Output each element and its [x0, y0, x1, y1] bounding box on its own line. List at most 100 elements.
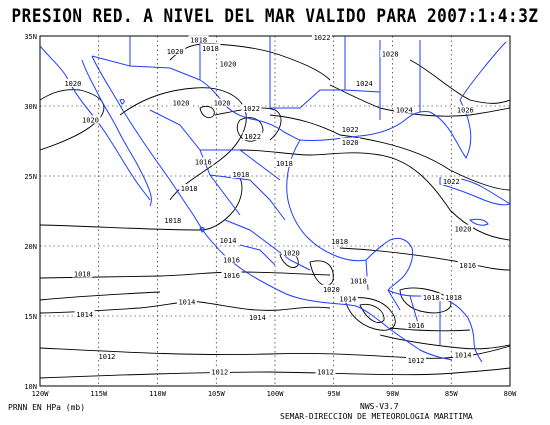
isobar-1024: [329, 84, 510, 117]
units-label: PRNN EN HPa (mb): [8, 403, 86, 412]
isobar-label: 1018: [232, 171, 249, 179]
isobar-label-bg: [406, 321, 426, 330]
isobar-label: 1014: [220, 237, 237, 245]
isobar-label-bg: [212, 98, 233, 107]
isobar-1016-east: [389, 327, 471, 332]
lon-tick-label: 105W: [208, 390, 226, 398]
isobar-label: 1016: [223, 272, 240, 280]
lon-tick-label: 90W: [386, 390, 399, 398]
isobar-1018: [40, 291, 161, 301]
ca-borders-1: [365, 259, 369, 291]
isobar-small-2: [236, 117, 264, 142]
isobar-label-bg: [281, 248, 302, 257]
lon-tick-label: 100W: [267, 390, 285, 398]
isobar-label: 1012: [408, 357, 425, 365]
lat-tick-label: 25N: [24, 173, 37, 181]
sonora-coast: [91, 55, 215, 245]
isobar-label: 1018: [164, 217, 181, 225]
isobar-label-bg: [406, 356, 426, 365]
pacific-islands: [119, 99, 125, 105]
isobar-label: 1022: [342, 126, 359, 134]
isobar-1014-east: [379, 334, 510, 350]
isobar-label-bg: [453, 350, 473, 359]
central-america-caribbean: [387, 289, 483, 363]
isobar-label-bg: [340, 137, 361, 146]
isobar-label-bg: [62, 79, 83, 87]
version-label: NWS-V3.7: [360, 402, 399, 411]
lat-tick-label: 20N: [24, 243, 37, 251]
isobar-label: 1020: [64, 80, 81, 88]
isobar-label-bg: [274, 158, 295, 167]
yucatan-coast: [365, 237, 413, 291]
isobar-label: 1016: [459, 262, 476, 270]
isobar-label: 1020: [220, 60, 237, 68]
isobar-label-bg: [242, 132, 263, 141]
state-borders-3: [209, 174, 286, 221]
isobar-label: 1020: [167, 48, 184, 56]
isobar-label-bg: [441, 177, 462, 185]
isobar-label: 1014: [76, 311, 93, 319]
isobar-label-bg: [209, 367, 230, 376]
isobar-label: 1020: [214, 100, 231, 108]
isobar-label: 1024: [356, 80, 373, 88]
isobar-label-bg: [221, 255, 242, 264]
us-gulf-coast: [299, 111, 431, 141]
isobar-label-bg: [421, 293, 442, 302]
isobar-label: 1018: [190, 37, 207, 45]
florida: [429, 99, 472, 159]
isobar-label: 1016: [408, 322, 425, 330]
isobar-1022: [269, 114, 510, 191]
isobar-label: 1018: [331, 238, 348, 246]
isobar-label: 1016: [223, 256, 240, 264]
isobar-label: 1018: [202, 45, 219, 53]
isobar-label-bg: [340, 125, 361, 134]
agency-label: SEMAR-DIRECCION DE METEOROLOGIA MARITIMA: [280, 412, 473, 421]
cuba: [439, 177, 510, 206]
isobar-label-bg: [165, 46, 186, 55]
isobar-small-5: [399, 287, 452, 314]
isobar-label-bg: [455, 105, 476, 114]
lon-tick-label: 85W: [445, 390, 458, 398]
isobar-label: 1026: [457, 107, 474, 115]
isobar-label: 1018: [276, 160, 293, 168]
isobar-label: 1012: [317, 368, 334, 376]
baja-west-coast: [40, 45, 151, 201]
isobar-1026: [409, 59, 510, 104]
isobar-label-bg: [176, 297, 197, 306]
isobar-label: 1020: [323, 286, 340, 294]
mexico-gulf-coast: [286, 139, 367, 262]
isobar-1022-b: [214, 107, 282, 141]
isobar-label-bg: [193, 157, 214, 166]
ca-borders-2: [387, 289, 401, 311]
isobar-label-bg: [80, 115, 101, 124]
isobar-label-bg: [200, 44, 221, 52]
isobar-small-3: [344, 297, 396, 331]
us-east-coast: [459, 41, 507, 101]
revillagigedo: [199, 227, 205, 233]
pacific-mexico-coast: [213, 243, 453, 361]
isobar-label-bg: [74, 310, 95, 318]
lat-tick-label: 30N: [24, 103, 37, 111]
map-title: PRESION RED. A NIVEL DEL MAR VALIDO PARA…: [11, 4, 539, 27]
lon-tick-label: 115W: [90, 390, 108, 398]
isobar-label-bg: [230, 170, 251, 178]
isobar-label-bg: [457, 261, 478, 269]
isobar-label: 1014: [339, 296, 356, 304]
isobar-label: 1014: [178, 298, 195, 306]
isobar-label-bg: [241, 104, 262, 113]
isobar-label: 1020: [173, 100, 190, 108]
isobar-label: 1012: [211, 368, 228, 376]
lat-tick-label: 35N: [24, 33, 37, 41]
lon-tick-label: 80W: [504, 390, 517, 398]
isobar-label: 1018: [423, 294, 440, 302]
lat-tick-label: 10N: [24, 383, 37, 391]
isobar-label: 1018: [181, 185, 198, 193]
isobar-label: 1018: [74, 270, 91, 278]
isobar-small-4: [359, 303, 385, 324]
isobar-label-bg: [453, 224, 473, 233]
lon-tick-label: 110W: [149, 390, 167, 398]
isobar-label-bg: [329, 237, 350, 246]
isobar-label-bg: [312, 32, 332, 41]
